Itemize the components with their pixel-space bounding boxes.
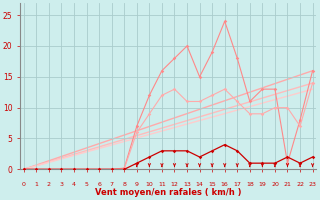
X-axis label: Vent moyen/en rafales ( km/h ): Vent moyen/en rafales ( km/h ) xyxy=(95,188,242,197)
